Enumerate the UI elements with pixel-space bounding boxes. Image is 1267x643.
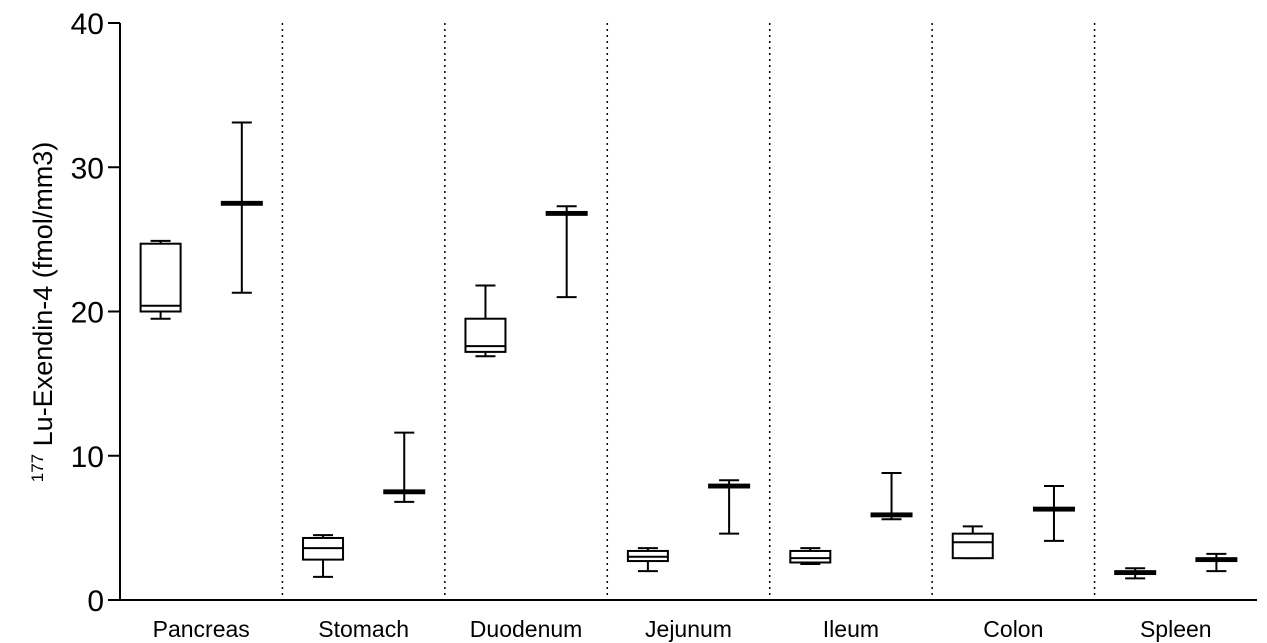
box-iqr [789, 549, 832, 564]
box-plot-stomach-1 [302, 534, 345, 578]
box-plot-spleen-1 [1114, 567, 1157, 580]
box-plot-jejunum-1 [626, 547, 669, 573]
box-plot-ileum-2 [870, 472, 913, 521]
y-tick-label: 30 [71, 152, 104, 185]
box-plot-stomach-2 [383, 431, 426, 503]
box-plot-spleen-2 [1195, 552, 1238, 573]
x-tick-label: Ileum [823, 616, 879, 642]
y-axis-label: 177 Lu-Exendin-4 (fmol/mm3) [19, 142, 58, 482]
box-iqr [951, 532, 994, 560]
category-labels: Pancreas Stomach Duodenum Jejunum Ileum Colon… [153, 616, 1212, 642]
box-plot-jejunum-2 [708, 479, 751, 535]
x-tick-label: Pancreas [153, 616, 250, 642]
y-tick-label: 20 [71, 297, 104, 330]
y-axis: 0 10 20 30 40 [71, 8, 121, 618]
y-axis-label-text: Lu-Exendin-4 (fmol/mm3) [28, 142, 58, 447]
y-tick-label: 10 [71, 441, 104, 474]
box-plot-colon-1 [951, 525, 994, 560]
box-series [139, 121, 1238, 580]
y-tick-label: 0 [87, 585, 104, 618]
box-plot-pancreas-1 [139, 239, 182, 320]
box-plot-colon-2 [1032, 485, 1075, 542]
box-plot-ileum-1 [789, 547, 832, 565]
category-separators [281, 23, 1096, 600]
x-tick-label: Spleen [1140, 616, 1212, 642]
x-tick-label: Colon [983, 616, 1043, 642]
x-tick-label: Jejunum [645, 616, 732, 642]
x-tick-label: Duodenum [470, 616, 583, 642]
y-tick-label: 40 [71, 8, 104, 41]
box-iqr [139, 242, 182, 313]
box-plot-pancreas-2 [220, 121, 263, 294]
box-plot-duodenum-2 [545, 205, 588, 299]
x-tick-label: Stomach [318, 616, 409, 642]
y-axis-label-superscript: 177 [28, 454, 47, 482]
box-plot-duodenum-1 [464, 284, 507, 358]
